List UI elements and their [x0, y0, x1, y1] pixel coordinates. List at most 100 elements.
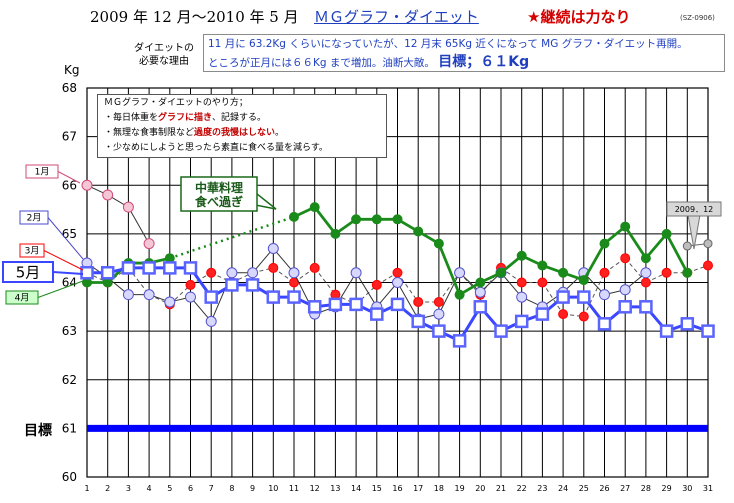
- series-mar-point: [641, 278, 650, 287]
- x-tick-label: 28: [641, 484, 651, 493]
- callout-line1: 中華料理: [195, 180, 243, 195]
- x-tick-label: 27: [620, 484, 630, 493]
- y-tick-label: 63: [62, 324, 77, 338]
- x-tick-label: 12: [310, 484, 320, 493]
- x-tick-label: 16: [392, 484, 402, 493]
- series-apr-point: [621, 222, 630, 231]
- series-may-point: [558, 292, 569, 303]
- y-unit-label: Kg: [64, 63, 80, 77]
- series-may-point: [433, 326, 444, 337]
- series-mar-point: [372, 280, 381, 289]
- series-may-point: [578, 292, 589, 303]
- series-apr-point: [662, 229, 671, 238]
- x-tick-label: 25: [579, 484, 589, 493]
- series-may-point: [640, 301, 651, 312]
- series-may-point: [102, 267, 113, 278]
- series-may-point: [268, 292, 279, 303]
- series-mar-point: [207, 268, 216, 277]
- y-tick-label: 67: [62, 130, 77, 144]
- series-apr-point: [352, 215, 361, 224]
- series-feb-point: [248, 268, 258, 278]
- x-tick-label: 23: [537, 484, 547, 493]
- howto-line3: ・少なめにしようと思ったら素直に食べる量を減らす。: [104, 141, 380, 156]
- howto-line1-c: 、記録する。: [212, 113, 266, 123]
- series-mar-point: [434, 297, 443, 306]
- x-tick-label: 21: [496, 484, 506, 493]
- series-may-point: [475, 301, 486, 312]
- series-feb-point: [289, 268, 299, 278]
- month-label-text: 2月: [27, 213, 42, 224]
- x-tick-label: 1: [84, 484, 89, 493]
- howto-line2-c: 。: [275, 128, 284, 138]
- series-mar-point: [662, 268, 671, 277]
- x-tick-label: 26: [599, 484, 609, 493]
- series-apr-point: [579, 276, 588, 285]
- x-tick-label: 18: [434, 484, 444, 493]
- x-tick-label: 19: [455, 484, 465, 493]
- x-tick-label: 20: [475, 484, 485, 493]
- x-tick-label: 10: [268, 484, 278, 493]
- series-may-point: [516, 316, 527, 327]
- series-feb-point: [641, 268, 651, 278]
- series-may-point: [537, 309, 548, 320]
- y-tick-label: 64: [62, 276, 77, 290]
- series-apr-point: [290, 212, 299, 221]
- series-may-point: [123, 262, 134, 273]
- x-tick-label: 7: [209, 484, 214, 493]
- series-feb-point: [144, 290, 154, 300]
- howto-heading: ＭＧグラフ・ダイエットのやり方；: [104, 96, 380, 111]
- series-apr-point: [538, 261, 547, 270]
- series-feb-point: [227, 268, 237, 278]
- series-apr-point: [641, 254, 650, 263]
- x-tick-label: 5: [167, 484, 172, 493]
- howto-line2-a: ・無理な食事制限など: [104, 128, 194, 138]
- series-may-point: [620, 301, 631, 312]
- series-mar-point: [310, 263, 319, 272]
- x-tick-label: 4: [147, 484, 152, 493]
- series-mar-point: [621, 254, 630, 263]
- callout-line2: 食べ過ぎ: [194, 194, 243, 209]
- series-mar-point: [559, 310, 568, 319]
- series-may-point: [164, 262, 175, 273]
- y-tick-label: 68: [62, 81, 77, 95]
- series-apr-point: [497, 268, 506, 277]
- series-may-point: [413, 316, 424, 327]
- date-tag-text: 2009．12: [675, 205, 714, 214]
- x-tick-label: 11: [289, 484, 299, 493]
- series-may-point: [330, 299, 341, 310]
- series-may-point: [226, 279, 237, 290]
- series-mar-point: [186, 280, 195, 289]
- series-jan-point: [123, 202, 133, 212]
- series-mar-point: [538, 278, 547, 287]
- x-tick-label: 30: [682, 484, 692, 493]
- series-feb-point: [517, 292, 527, 302]
- series-feb-point: [600, 290, 610, 300]
- x-tick-label: 2: [105, 484, 110, 493]
- series-feb-point: [123, 290, 133, 300]
- series-apr-point: [476, 278, 485, 287]
- series-may-point: [351, 299, 362, 310]
- series-mar-point: [269, 263, 278, 272]
- series-may-point: [206, 292, 217, 303]
- series-dec-point: [704, 240, 712, 248]
- series-may-point: [82, 267, 93, 278]
- x-tick-label: 15: [372, 484, 382, 493]
- series-apr-point: [559, 268, 568, 277]
- series-may-point: [392, 299, 403, 310]
- y-tick-label: 65: [62, 227, 77, 241]
- month-label-text: 4月: [15, 293, 30, 304]
- weight-chart: 1234567891011121314151617181920212223242…: [0, 0, 734, 503]
- series-apr-point: [331, 229, 340, 238]
- series-may-point: [703, 326, 714, 337]
- series-apr-point: [600, 239, 609, 248]
- series-may-point: [682, 318, 693, 329]
- series-dec-point: [683, 242, 691, 250]
- series-mar-point: [414, 297, 423, 306]
- series-mar-point: [704, 261, 713, 270]
- series-feb-point: [475, 287, 485, 297]
- series-apr-point: [517, 251, 526, 260]
- y-tick-label: 60: [62, 470, 77, 484]
- series-may-point: [371, 309, 382, 320]
- x-tick-label: 13: [330, 484, 340, 493]
- month-label-text: 5月: [16, 263, 41, 281]
